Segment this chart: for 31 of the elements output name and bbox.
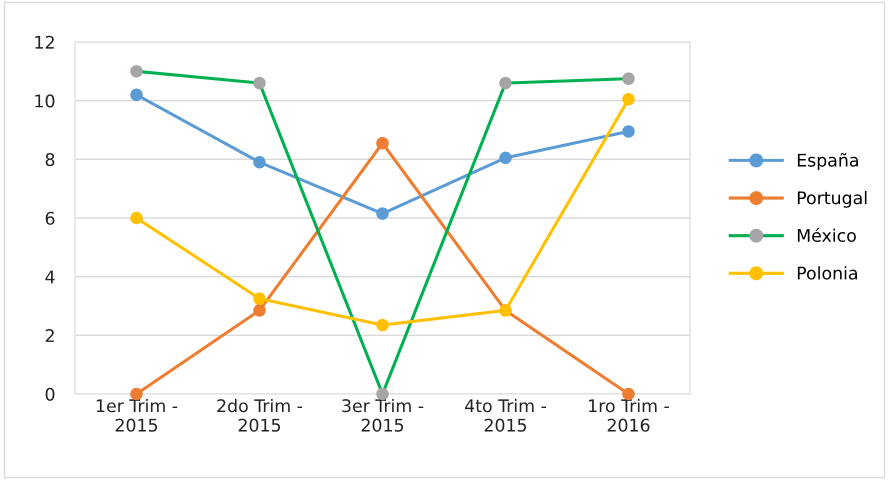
x-tick-label: 3er Trim - 2015 (342, 398, 424, 432)
x-tick-label: 1ro Trim - 2016 (589, 398, 669, 432)
y-tick-label: 2 (46, 329, 54, 342)
legend-label: Polonia (798, 266, 857, 280)
legend-label: España (798, 153, 858, 170)
point (376, 136, 389, 150)
y-tick-label: 0 (46, 388, 54, 401)
x-tick-label: 1er Trim - 2015 (96, 398, 178, 432)
point (622, 72, 635, 85)
y-tick-label: 6 (46, 212, 54, 225)
legend-label: Portugal (798, 190, 866, 208)
point (376, 318, 389, 332)
point (253, 156, 266, 169)
point (253, 292, 266, 305)
y-tick-label: 8 (46, 153, 54, 166)
point (622, 125, 635, 138)
point (130, 65, 143, 78)
point (499, 152, 512, 164)
point (253, 304, 266, 317)
legend-label: México (798, 228, 856, 242)
y-tick-label: 10 (35, 94, 54, 108)
x-tick-label: 4to Trim - 2015 (465, 398, 546, 432)
point (130, 212, 143, 224)
point (253, 76, 266, 90)
x-tick-label: 2do Trim - 2015 (217, 398, 302, 432)
y-tick-label: 12 (35, 36, 54, 49)
y-tick-label: 4 (45, 270, 55, 284)
point (376, 207, 389, 220)
point (130, 88, 143, 102)
point (499, 76, 512, 90)
point (622, 92, 635, 106)
